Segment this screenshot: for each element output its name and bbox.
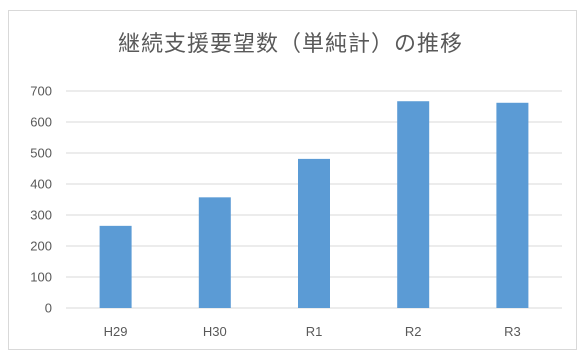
chart-title: 継続支援要望数（単純計）の推移 [117,32,463,57]
y-tick-label-400: 400 [30,177,52,192]
x-tick-label-R1: R1 [306,324,323,339]
y-tick-label-300: 300 [30,208,52,223]
x-tick-label-R3: R3 [504,324,521,339]
bar-H29 [99,225,132,308]
x-tick-label-H29: H29 [104,324,128,339]
bar-R3 [496,102,529,308]
y-tick-label-600: 600 [30,115,52,130]
y-tick-label-200: 200 [30,239,52,254]
y-tick-label-700: 700 [30,84,52,99]
bar-R2 [397,101,430,308]
x-tick-label-R2: R2 [405,324,422,339]
y-tick-label-0: 0 [45,301,52,316]
y-tick-label-500: 500 [30,146,52,161]
bar-R1 [298,158,330,308]
bar-H30 [198,197,231,308]
y-tick-label-100: 100 [30,270,52,285]
x-tick-label-H30: H30 [203,324,227,339]
